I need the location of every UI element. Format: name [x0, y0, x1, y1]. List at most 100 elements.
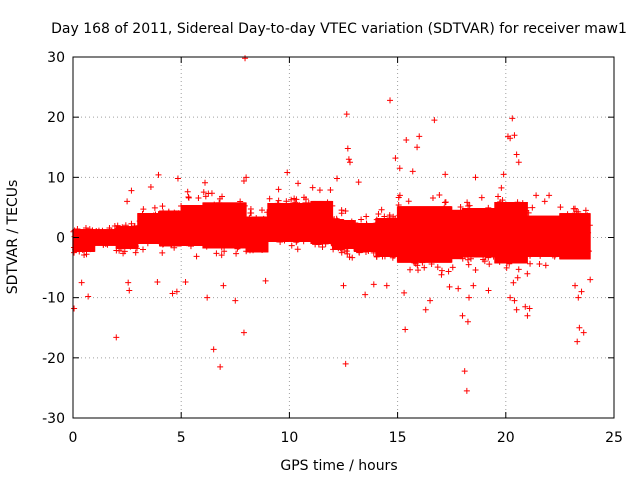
data-point: [202, 227, 209, 234]
data-point: [494, 211, 501, 218]
data-point: [253, 243, 260, 250]
data-point: [259, 237, 266, 244]
data-point: [221, 240, 228, 247]
data-point: [566, 250, 573, 257]
data-point: [448, 212, 455, 219]
data-point: [84, 238, 91, 245]
data-point: [203, 243, 210, 250]
data-point: [154, 214, 161, 221]
data-point: [217, 363, 224, 370]
data-point: [224, 242, 231, 249]
data-point: [317, 204, 324, 211]
data-point: [149, 234, 156, 241]
data-point: [364, 240, 371, 247]
data-point: [185, 194, 192, 201]
data-point: [339, 221, 346, 228]
data-point: [527, 260, 534, 267]
data-point: [214, 203, 221, 210]
data-point: [570, 205, 577, 212]
data-point: [221, 224, 228, 231]
data-point: [476, 240, 483, 247]
data-point: [551, 253, 558, 260]
data-point: [158, 230, 165, 237]
data-point: [171, 244, 178, 251]
y-tick-label: -10: [42, 291, 65, 307]
data-point: [211, 201, 218, 208]
data-point: [511, 244, 518, 251]
data-point: [223, 236, 230, 243]
data-point: [241, 220, 248, 227]
data-point: [370, 281, 377, 288]
data-point: [405, 198, 412, 205]
data-point: [531, 248, 538, 255]
data-point: [272, 232, 279, 239]
data-point: [407, 266, 414, 273]
data-point: [535, 226, 542, 233]
data-point: [573, 225, 580, 232]
data-point: [224, 216, 231, 223]
data-point: [375, 210, 382, 217]
data-point: [362, 291, 369, 298]
data-point: [209, 221, 216, 228]
data-point: [246, 214, 253, 221]
data-point: [497, 226, 504, 233]
data-point: [320, 221, 327, 228]
data-point: [525, 250, 532, 257]
data-point: [435, 233, 442, 240]
data-point: [515, 242, 522, 249]
data-point: [145, 236, 152, 243]
data-point: [218, 239, 225, 246]
data-point: [278, 208, 285, 215]
data-point: [189, 206, 196, 213]
data-point: [342, 208, 349, 215]
data-point: [200, 218, 207, 225]
data-point: [484, 246, 491, 253]
data-point: [347, 226, 354, 233]
data-point: [504, 251, 511, 258]
data-point: [489, 217, 496, 224]
data-point: [140, 246, 147, 253]
data-point: [403, 217, 410, 224]
data-point: [299, 226, 306, 233]
data-point: [344, 225, 351, 232]
data-point: [391, 223, 398, 230]
data-point: [560, 219, 567, 226]
data-point: [568, 226, 575, 233]
data-point: [578, 223, 585, 230]
data-point: [486, 247, 493, 254]
data-point: [483, 233, 490, 240]
data-point: [168, 242, 175, 249]
data-point: [166, 216, 173, 223]
data-point: [80, 229, 87, 236]
data-point: [562, 236, 569, 243]
data-point: [139, 211, 146, 218]
data-point: [271, 219, 278, 226]
data-point: [241, 202, 248, 209]
data-point: [439, 218, 446, 225]
data-point: [500, 214, 507, 221]
data-point: [369, 242, 376, 249]
data-point: [481, 237, 488, 244]
data-point: [240, 177, 247, 184]
data-point: [231, 213, 238, 220]
data-point: [576, 240, 583, 247]
data-point: [208, 215, 215, 222]
data-point: [431, 241, 438, 248]
data-point: [445, 268, 452, 275]
data-point: [173, 210, 180, 217]
data-point: [399, 209, 406, 216]
data-point: [422, 306, 429, 313]
data-point: [352, 220, 359, 227]
data-point: [200, 242, 207, 249]
data-point: [336, 234, 343, 241]
data-point: [315, 222, 322, 229]
data-point: [255, 224, 262, 231]
data-point: [562, 229, 569, 236]
data-point: [536, 261, 543, 268]
data-point: [284, 169, 291, 176]
data-point: [465, 212, 472, 219]
data-point: [402, 221, 409, 228]
data-point: [288, 242, 295, 249]
data-point: [283, 198, 290, 205]
data-point: [225, 221, 232, 228]
